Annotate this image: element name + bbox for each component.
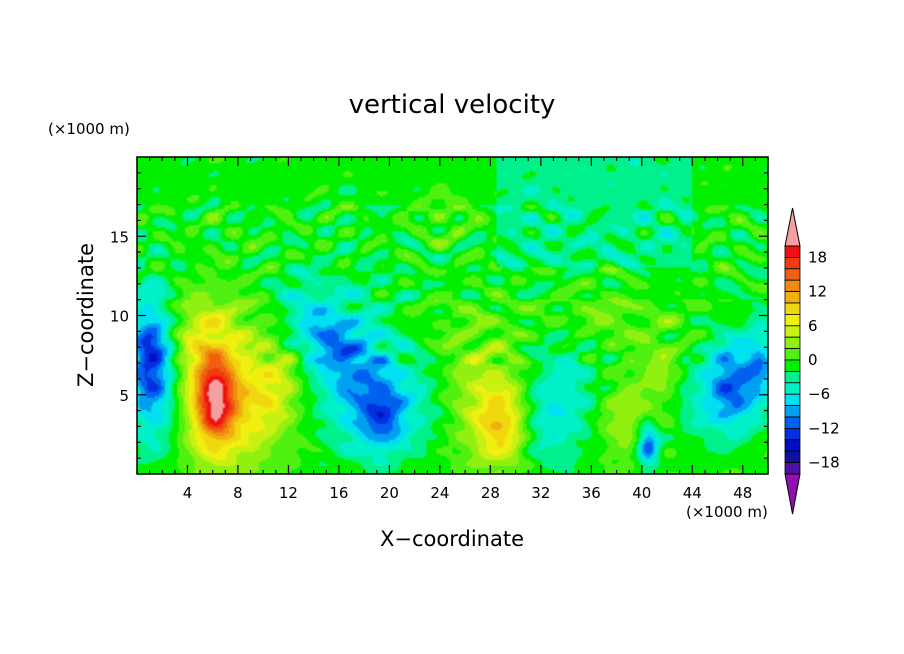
colorbar-level xyxy=(784,405,801,418)
colorbar-label: 0 xyxy=(808,351,818,369)
colorbar-level xyxy=(784,416,801,429)
colorbar-level xyxy=(784,325,801,338)
colorbar-level xyxy=(784,336,801,350)
colorbar-label: 18 xyxy=(808,248,827,266)
colorbar-label: 12 xyxy=(808,283,827,301)
y-tick-label: 15 xyxy=(110,228,129,246)
colorbar-min-arrow xyxy=(784,473,801,515)
colorbar-level xyxy=(784,256,801,270)
x-axis-unit: (×1000 m) xyxy=(686,503,768,521)
y-axis-label: Z−coordinate xyxy=(74,243,98,387)
colorbar-label: 6 xyxy=(808,317,818,335)
y-axis-unit: (×1000 m) xyxy=(48,120,130,138)
colorbar-level xyxy=(784,302,801,315)
x-tick-label: 32 xyxy=(531,484,550,502)
x-tick-label: 20 xyxy=(380,484,399,502)
x-tick-label: 8 xyxy=(233,484,243,502)
x-axis-label: X−coordinate xyxy=(380,527,524,551)
colorbar-label: −12 xyxy=(808,419,840,437)
y-tick-label: 10 xyxy=(110,308,129,326)
colorbar-label: −6 xyxy=(808,385,830,403)
colorbar-label: −18 xyxy=(808,454,840,472)
x-tick-label: 48 xyxy=(733,484,752,502)
colorbar-level xyxy=(784,439,801,452)
x-tick-label: 40 xyxy=(632,484,651,502)
colorbar-level xyxy=(784,245,801,258)
colorbar-level xyxy=(784,370,801,384)
colorbar-level xyxy=(784,291,801,304)
colorbar-level xyxy=(784,462,801,475)
y-ticks: 5 10 15 xyxy=(110,172,768,459)
y-tick-label: 5 xyxy=(119,387,129,405)
x-tick-label: 4 xyxy=(183,484,193,502)
colorbar-level xyxy=(784,279,801,293)
x-tick-label: 24 xyxy=(430,484,449,502)
velocity-field xyxy=(137,157,768,474)
x-tick-label: 44 xyxy=(683,484,702,502)
x-ticks: 4 8 12 16 20 24 28 32 36 40 44 48 xyxy=(136,157,769,502)
colorbar-level xyxy=(784,313,801,327)
colorbar-level xyxy=(784,348,801,361)
colorbar-max-arrow xyxy=(784,207,801,247)
colorbar-level xyxy=(784,427,801,441)
chart-title: vertical velocity xyxy=(349,90,556,120)
colorbar-level xyxy=(784,450,801,464)
colorbar-level xyxy=(784,359,801,372)
colorbar-level xyxy=(784,382,801,395)
x-tick-label: 36 xyxy=(582,484,601,502)
x-tick-label: 12 xyxy=(279,484,298,502)
x-tick-label: 16 xyxy=(329,484,348,502)
colorbar-level xyxy=(784,393,801,407)
colorbar-level xyxy=(784,268,801,281)
colorbar: 18 12 6 0 −6 −12 −18 xyxy=(784,207,840,515)
x-tick-label: 28 xyxy=(481,484,500,502)
